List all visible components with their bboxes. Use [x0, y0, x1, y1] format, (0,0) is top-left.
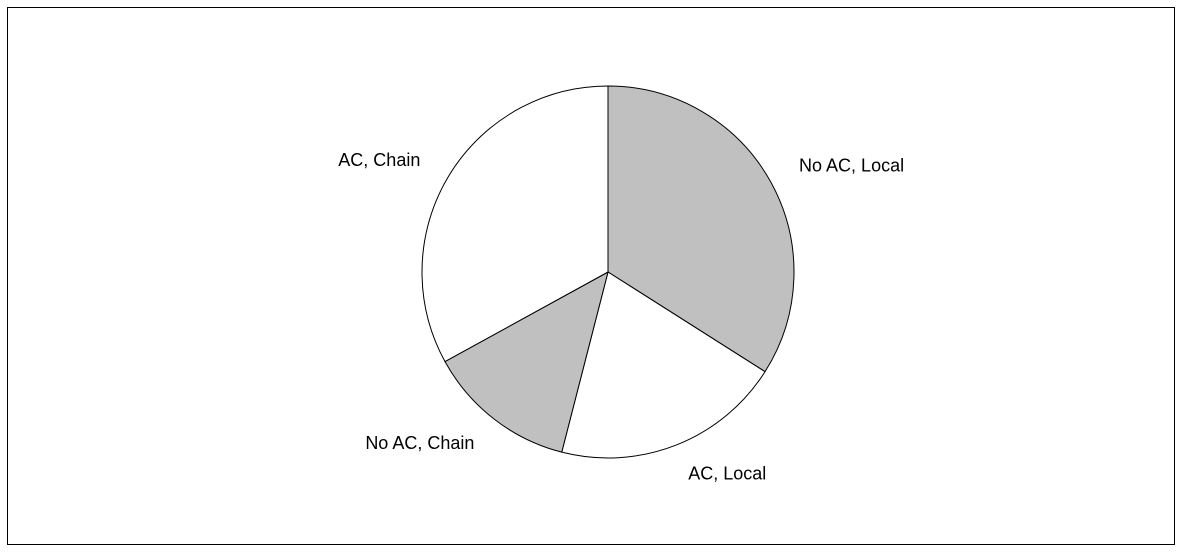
slice-label: No AC, Local [799, 156, 904, 176]
slice-label: AC, Local [688, 463, 766, 483]
pie-slice [444, 271, 609, 453]
pie-slice [421, 85, 609, 363]
pie-slice [607, 85, 795, 373]
slice-label: AC, Chain [338, 150, 420, 170]
pie-slice [561, 271, 766, 459]
slice-label: No AC, Chain [365, 433, 474, 453]
